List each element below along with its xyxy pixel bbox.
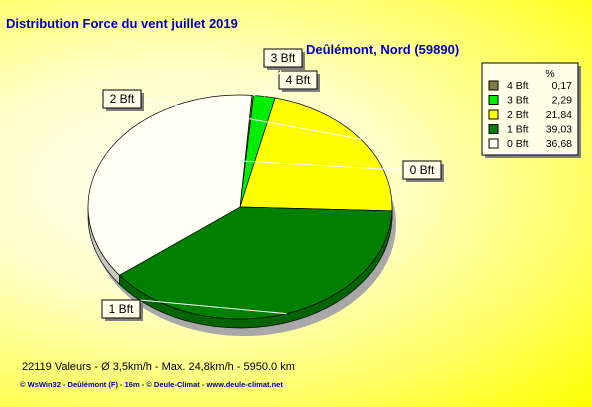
legend-swatch xyxy=(488,95,499,105)
callout-leader xyxy=(263,66,284,97)
footer-stats: 22119 Valeurs - Ø 3,5km/h - Max. 24,8km/… xyxy=(22,361,295,373)
chart-title: Distribution Force du vent juillet 2019 xyxy=(6,16,238,31)
legend-label: 2 Bft xyxy=(507,109,529,121)
legend-value: 21,84 xyxy=(546,109,572,121)
slice-label: 1 Bft xyxy=(109,302,134,316)
slice-label: 4 Bft xyxy=(286,73,311,87)
legend-value: 36,68 xyxy=(546,138,572,150)
legend-swatch xyxy=(488,124,499,134)
footer-credits: © WsWin32 - Deûlémont (F) - 16m - © Deul… xyxy=(20,380,283,389)
legend-value: 0,17 xyxy=(552,80,573,92)
legend-swatch xyxy=(488,109,499,120)
callout-leader xyxy=(106,153,404,171)
callout-leader xyxy=(140,98,361,140)
callout-box xyxy=(101,299,141,319)
callout-leader xyxy=(139,299,287,315)
slice-label: 3 Bft xyxy=(271,51,296,65)
callout-box xyxy=(278,70,318,90)
legend-label: 3 Bft xyxy=(507,95,529,107)
legend-label: 0 Bft xyxy=(507,138,529,150)
legend-header: % xyxy=(545,68,554,80)
callout-box xyxy=(102,89,142,109)
callout-box xyxy=(402,160,442,180)
legend-value: 2,29 xyxy=(552,95,573,107)
legend-value: 39,03 xyxy=(546,124,572,136)
legend-label: 4 Bft xyxy=(507,80,529,92)
legend-swatch xyxy=(488,80,499,91)
chart-subtitle: Deûlémont, Nord (59890) xyxy=(306,42,460,57)
slice-label: 0 Bft xyxy=(410,163,435,177)
legend-label: 1 Bft xyxy=(507,124,529,136)
callout-box xyxy=(263,48,303,68)
legend-swatch xyxy=(488,138,499,149)
slice-label: 2 Bft xyxy=(110,92,135,106)
